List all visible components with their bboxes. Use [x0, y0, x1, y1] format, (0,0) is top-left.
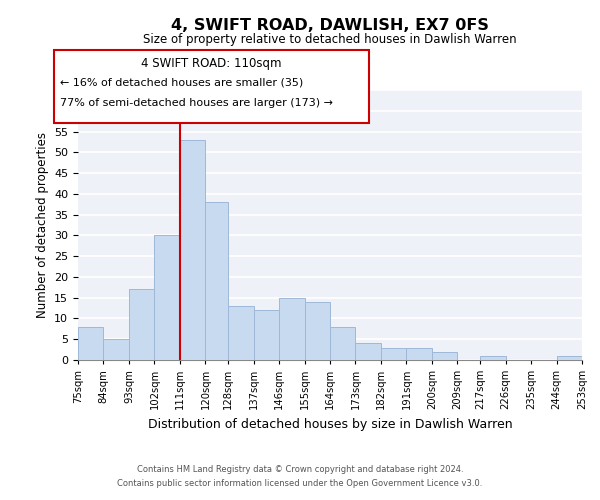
Bar: [78, 327, 103, 360]
Text: 4 SWIFT ROAD: 110sqm: 4 SWIFT ROAD: 110sqm: [141, 58, 282, 70]
Bar: [254, 310, 279, 360]
Text: 4, SWIFT ROAD, DAWLISH, EX7 0FS: 4, SWIFT ROAD, DAWLISH, EX7 0FS: [171, 18, 489, 32]
Bar: [557, 356, 582, 360]
Bar: [381, 348, 406, 360]
Bar: [228, 306, 254, 360]
Bar: [432, 352, 457, 360]
Text: Contains HM Land Registry data © Crown copyright and database right 2024.
Contai: Contains HM Land Registry data © Crown c…: [118, 466, 482, 487]
Bar: [180, 140, 205, 360]
Bar: [480, 356, 506, 360]
Bar: [406, 348, 432, 360]
Bar: [205, 202, 228, 360]
Y-axis label: Number of detached properties: Number of detached properties: [35, 132, 49, 318]
Bar: [154, 236, 180, 360]
Text: 77% of semi-detached houses are larger (173) →: 77% of semi-detached houses are larger (…: [60, 98, 333, 108]
Bar: [305, 302, 330, 360]
Bar: [279, 298, 305, 360]
Bar: [129, 290, 154, 360]
Bar: [330, 327, 355, 360]
X-axis label: Distribution of detached houses by size in Dawlish Warren: Distribution of detached houses by size …: [148, 418, 512, 430]
Text: ← 16% of detached houses are smaller (35): ← 16% of detached houses are smaller (35…: [60, 78, 303, 88]
Bar: [355, 344, 381, 360]
Text: Size of property relative to detached houses in Dawlish Warren: Size of property relative to detached ho…: [143, 32, 517, 46]
Bar: [103, 339, 129, 360]
